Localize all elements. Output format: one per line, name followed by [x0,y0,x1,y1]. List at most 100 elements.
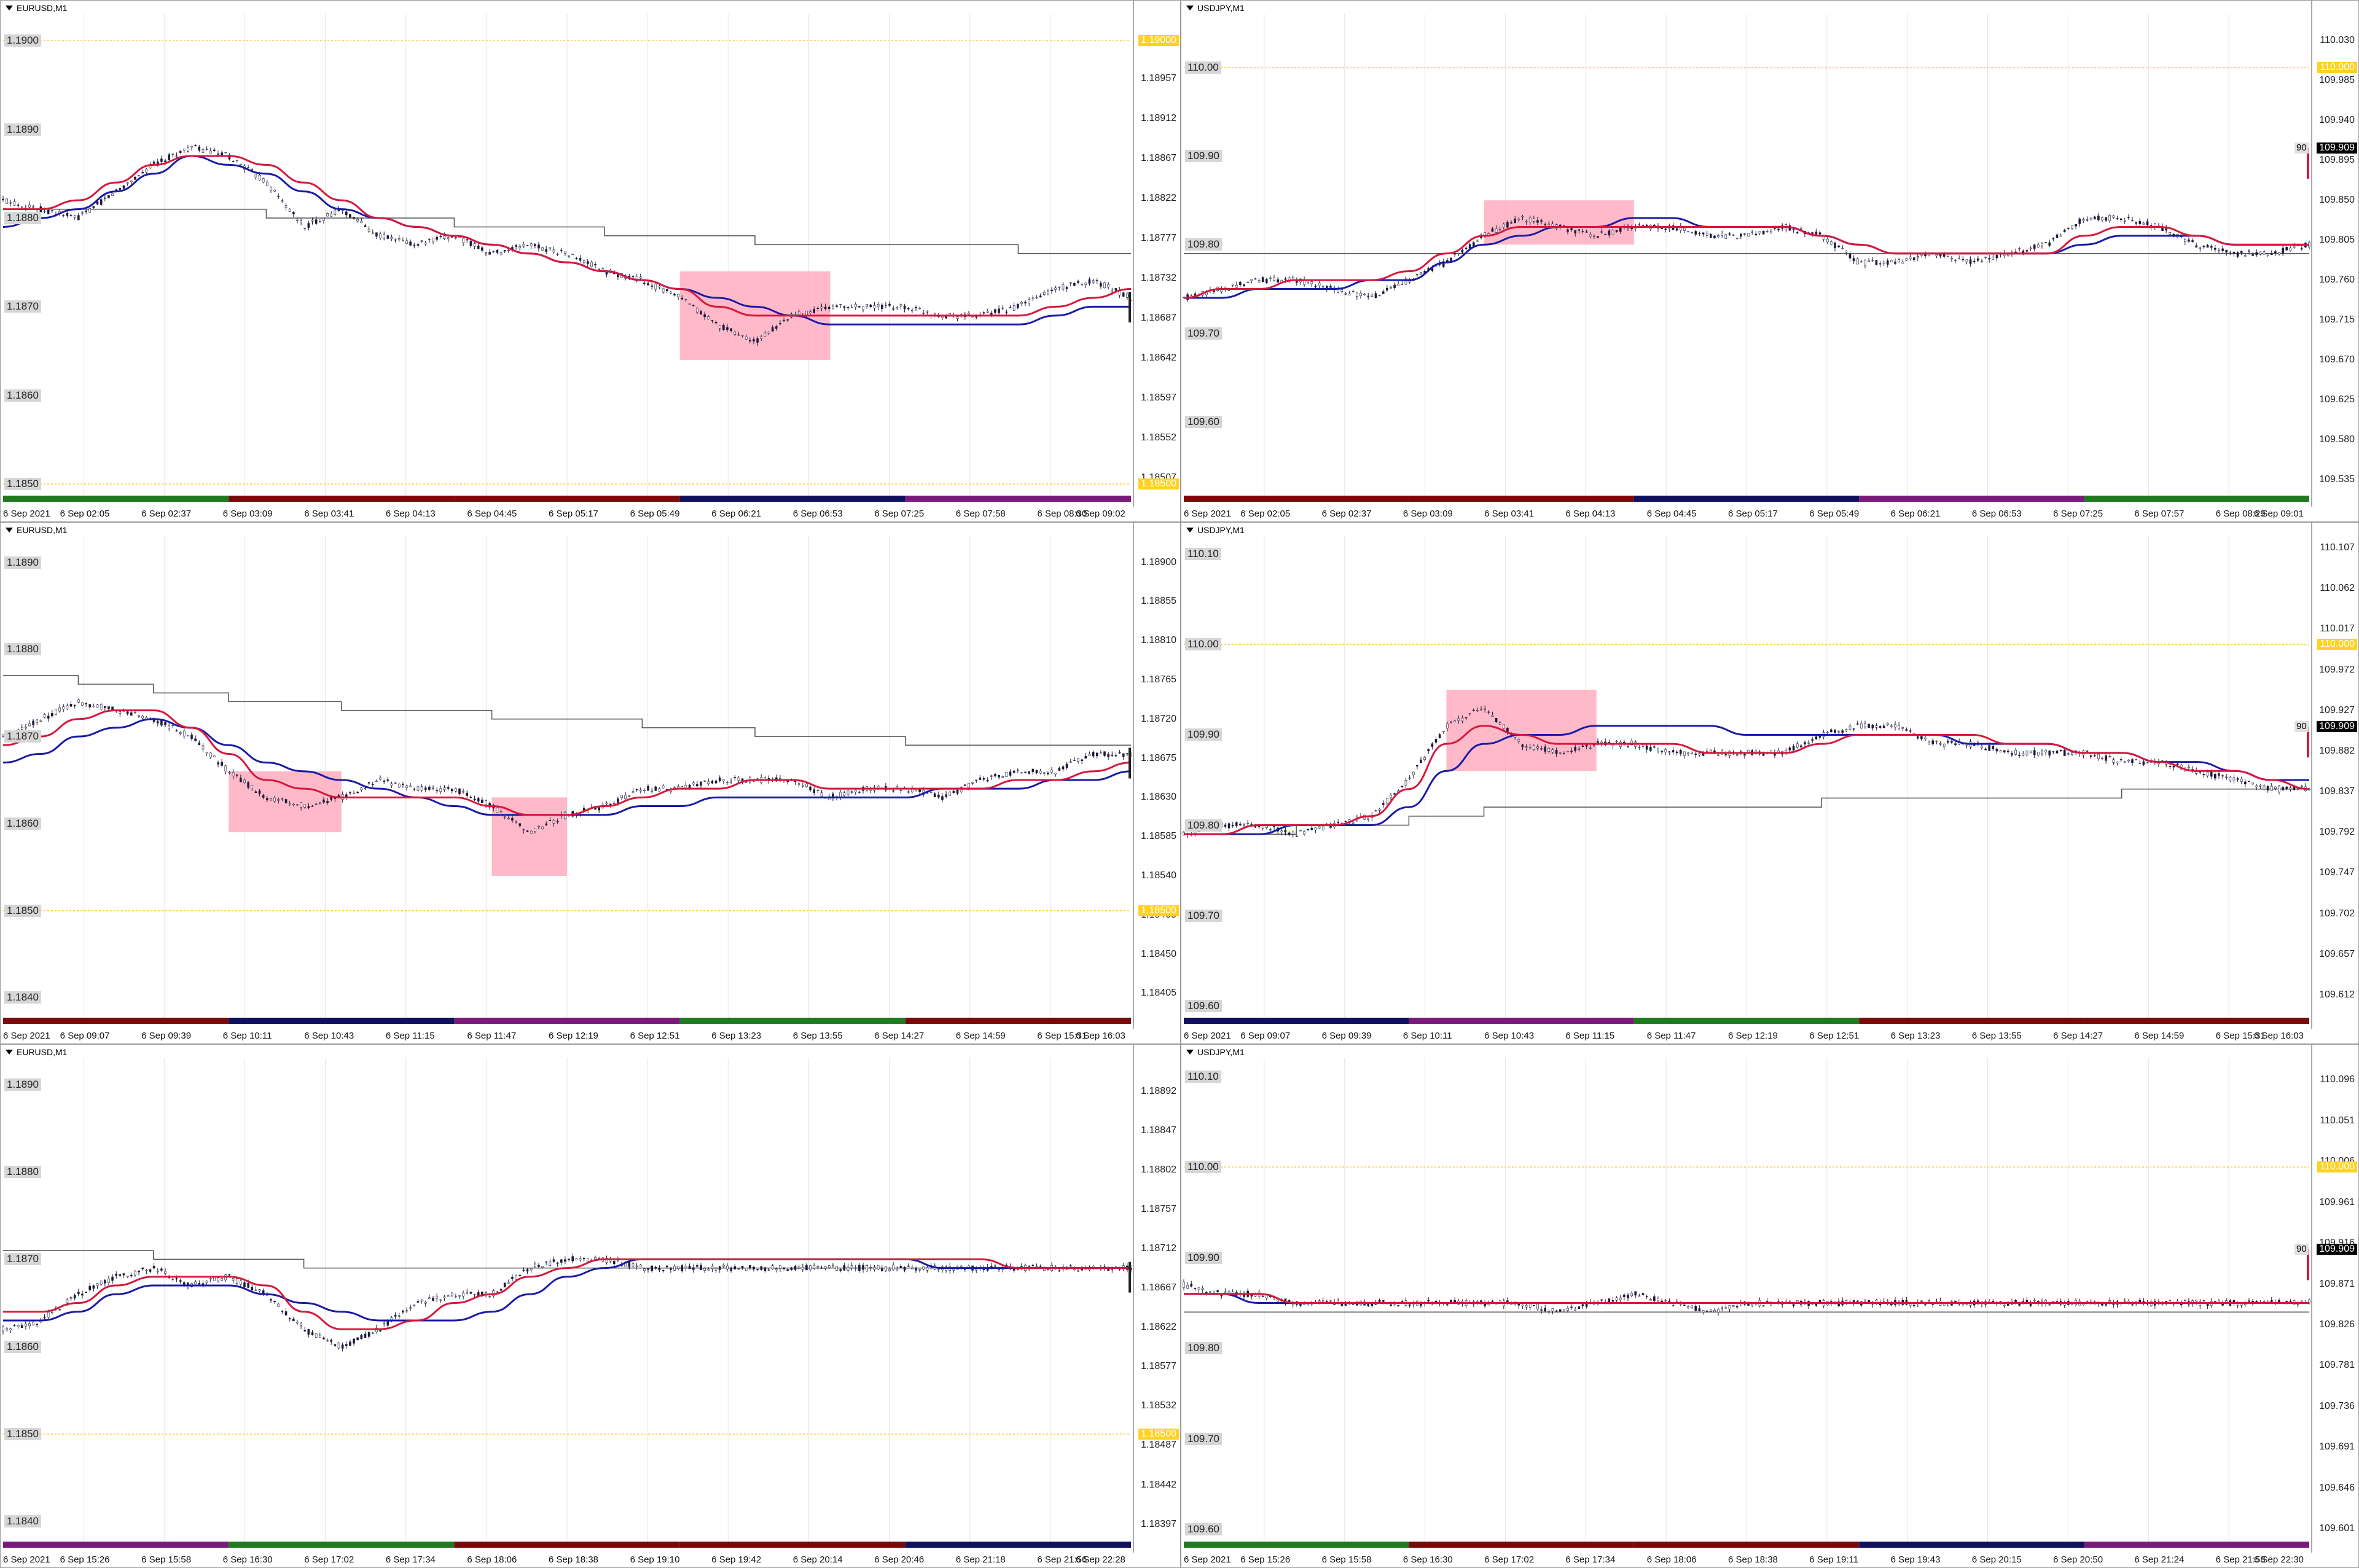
chart-usdjpy-2[interactable]: USDJPY,M1 110.10 110.00 109.90 109.80 109.70 1… [1181,522,2359,1044]
chevron-down-icon[interactable] [6,6,13,10]
candle-body [1118,752,1121,754]
chart-title[interactable]: USDJPY,M1 [1186,525,1245,535]
candle-body [367,228,370,232]
candle-body [1796,232,1799,233]
candle-body [1420,759,1422,763]
chart-title[interactable]: USDJPY,M1 [1186,1047,1245,1057]
chart-usdjpy-3[interactable]: USDJPY,M1 110.10 110.00 109.90 109.80 109.70 1… [1181,1044,2359,1568]
candle-body [1227,289,1230,291]
candle-body [2195,245,2197,248]
candle-body [1687,752,1689,754]
candle-body [594,263,597,265]
bid-price-badge: 110.000 [2317,1161,2357,1173]
candle-body [2,1326,4,1332]
candle-body [779,1265,781,1269]
candle-body [771,327,774,332]
candle-body [1551,749,1554,753]
candle-body [816,308,820,309]
candle-body [397,784,401,788]
candle-body [1491,228,1494,232]
level-label: 110.00 [1185,1161,1221,1174]
candle-body [292,212,295,215]
time-axis-label: 6 Sep 06:21 [1890,509,1941,519]
candle-body [1834,730,1836,733]
chart-title[interactable]: EURUSD,M1 [6,3,67,13]
candle-body [390,783,393,786]
time-axis-label: 6 Sep 05:49 [1809,509,1860,519]
candle-body [341,1344,344,1349]
price-scale-label: 1.18802 [1141,1164,1176,1176]
candle-body [284,799,288,803]
session-strip [229,1018,455,1024]
candle-body [628,795,631,797]
time-axis-label: 6 Sep 03:09 [222,509,273,519]
candle-body [413,244,416,246]
candle-body [1882,725,1885,728]
candle-body [2195,1300,2197,1302]
chevron-down-icon[interactable] [1186,6,1194,10]
candle-body [447,237,450,240]
candle-body [1461,249,1464,253]
time-axis-label: 6 Sep 07:58 [955,509,1006,519]
candle-body [270,187,272,191]
candle-body [1284,830,1287,833]
candle-body [2142,761,2145,765]
candle-body [730,1268,732,1271]
chart-title[interactable]: USDJPY,M1 [1186,3,1245,13]
candle-body [1547,1311,1551,1313]
candle-body [952,790,955,794]
candle-body [2003,750,2006,753]
chart-eurusd-1[interactable]: EURUSD,M1 1.1900 1.1890 1.1880 1.1870 1.1860 1… [0,0,1181,522]
candle-body [681,297,684,300]
candle-body [141,716,144,719]
candle-body [2112,215,2115,218]
candle-body [1544,1308,1547,1312]
candle-body [850,306,853,308]
candle-body [443,787,446,790]
chart-eurusd-3[interactable]: EURUSD,M1 1.1890 1.1880 1.1870 1.1860 1.1850 1… [0,1044,1181,1568]
candle-body [880,1268,883,1271]
chevron-down-icon[interactable] [6,1050,13,1055]
time-axis-label: 6 Sep 22:28 [1076,1554,1125,1565]
price-scale-label: 109.781 [2319,1360,2355,1371]
candle-body [549,820,552,821]
candle-body [1641,744,1645,747]
chevron-down-icon[interactable] [6,528,13,532]
candle-body [1777,228,1780,230]
candle-body [1935,741,1938,742]
candle-body [466,1292,469,1293]
chevron-down-icon[interactable] [1186,1050,1194,1055]
chevron-down-icon[interactable] [1186,528,1194,532]
candle-body [386,779,389,781]
candle-body [232,771,235,776]
candle-body [432,238,434,241]
session-strip [1184,1542,1409,1548]
candle-body [960,1265,963,1268]
time-axis-label: 6 Sep 2021 [3,1031,50,1041]
candle-body [737,778,740,781]
candle-body [1273,825,1275,827]
candle-body [1890,1303,1893,1306]
candle-body [1114,288,1117,291]
candle-body [998,308,1000,313]
chart-title[interactable]: EURUSD,M1 [6,1047,67,1057]
level-label: 109.80 [1185,1342,1222,1355]
price-scale-label: 109.601 [2319,1523,2355,1534]
chart-usdjpy-1[interactable]: USDJPY,M1 110.00 109.90 109.80 109.70 109.60 1… [1181,0,2359,522]
candle-body [1653,1296,1656,1301]
chart-eurusd-2[interactable]: EURUSD,M1 1.1890 1.1880 1.1870 1.1860 1.1850 1… [0,522,1181,1044]
chart-title[interactable]: EURUSD,M1 [6,525,67,535]
candle-body [1510,222,1512,224]
candle-body [353,1338,355,1344]
candle-body [1962,259,1965,260]
candle-body [2289,1301,2292,1302]
candle-body [432,1297,434,1301]
candle-body [1713,1309,1716,1313]
price-scale-label: 109.535 [2319,474,2355,485]
level-label: 1.1850 [4,478,41,491]
candle-body [477,798,480,802]
candle-body [171,725,174,726]
candle-body [1735,1306,1739,1308]
candle-body [1453,720,1456,722]
candle-body [1547,224,1551,225]
